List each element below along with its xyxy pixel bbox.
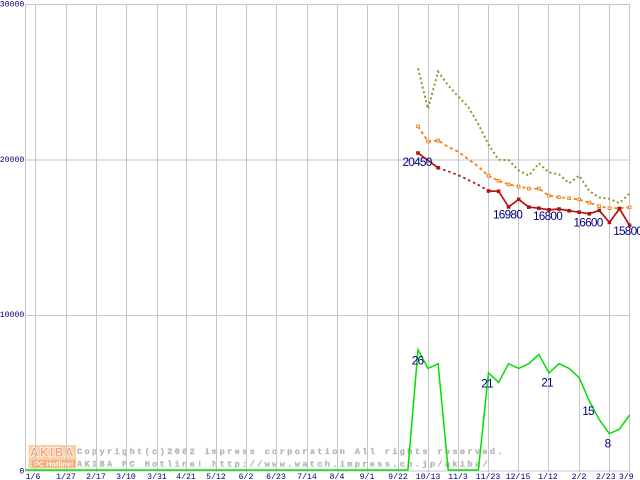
svg-text:1/6: 1/6 <box>26 472 41 480</box>
svg-text:5/12: 5/12 <box>206 472 226 480</box>
svg-text:15: 15 <box>582 404 595 418</box>
svg-text:6/23: 6/23 <box>266 472 286 480</box>
svg-text:AKIBA PC Hotline! http://www.: AKIBA PC Hotline! http://www.watch.impre… <box>77 459 490 469</box>
svg-text:2/17: 2/17 <box>86 472 106 480</box>
svg-text:Copyright(c)2002 impress corpo: Copyright(c)2002 impress corporation All… <box>77 447 505 457</box>
svg-text:16600: 16600 <box>573 216 603 230</box>
svg-text:30000: 30000 <box>0 1 24 10</box>
svg-text:3/10: 3/10 <box>116 472 136 480</box>
svg-text:12/15: 12/15 <box>506 472 531 480</box>
svg-text:8: 8 <box>605 436 612 450</box>
svg-text:10000: 10000 <box>0 311 24 320</box>
svg-text:PC Hotline!: PC Hotline! <box>34 459 73 468</box>
svg-text:1/27: 1/27 <box>56 472 76 480</box>
svg-text:16980: 16980 <box>493 207 523 221</box>
svg-text:3/31: 3/31 <box>147 472 167 480</box>
svg-text:1/12: 1/12 <box>538 472 558 480</box>
svg-text:20450: 20450 <box>402 155 432 169</box>
svg-text:9/1: 9/1 <box>360 472 375 480</box>
svg-text:11/23: 11/23 <box>476 472 501 480</box>
svg-text:2/2: 2/2 <box>572 472 587 480</box>
svg-text:15800: 15800 <box>613 224 640 238</box>
svg-text:21: 21 <box>481 376 493 390</box>
svg-text:4/21: 4/21 <box>176 472 196 480</box>
svg-text:20000: 20000 <box>0 156 24 165</box>
svg-text:AKIBA: AKIBA <box>30 445 75 459</box>
svg-text:7/14: 7/14 <box>297 472 317 480</box>
svg-text:0: 0 <box>19 468 24 477</box>
svg-text:2/23: 2/23 <box>596 472 616 480</box>
svg-text:21: 21 <box>541 375 553 389</box>
svg-text:26: 26 <box>412 353 425 367</box>
svg-text:8/4: 8/4 <box>330 472 345 480</box>
svg-text:10/13: 10/13 <box>416 472 441 480</box>
svg-text:11/3: 11/3 <box>448 472 468 480</box>
svg-text:3/9: 3/9 <box>619 472 634 480</box>
svg-text:6/2: 6/2 <box>239 472 254 480</box>
svg-text:9/22: 9/22 <box>388 472 408 480</box>
svg-text:16800: 16800 <box>533 209 563 223</box>
